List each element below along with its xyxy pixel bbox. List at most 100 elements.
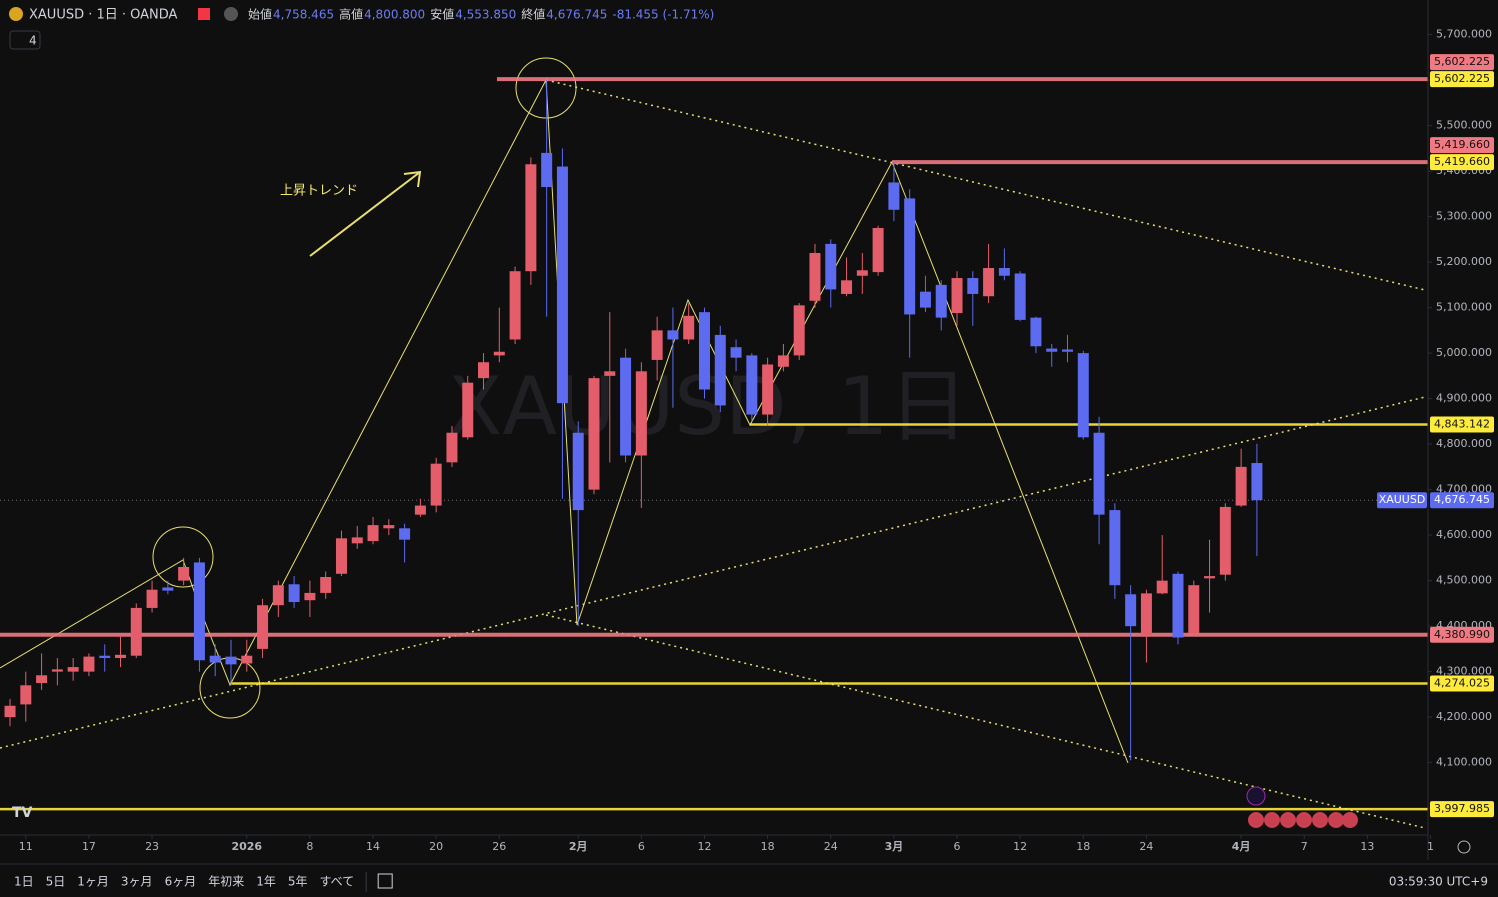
candle-body xyxy=(698,312,710,390)
candle-body xyxy=(935,284,947,318)
symbol-icon xyxy=(9,7,23,21)
candle-body xyxy=(51,669,63,672)
x-tick-label: 26 xyxy=(492,840,506,853)
candle-body xyxy=(841,280,853,294)
range-button[interactable]: 5日 xyxy=(46,875,66,889)
candle-body xyxy=(809,253,821,301)
candle-body xyxy=(462,382,474,438)
ohlc-label: 始値 xyxy=(248,7,272,22)
x-tick-label: 18 xyxy=(761,840,775,853)
candle-body xyxy=(20,685,32,705)
range-button[interactable]: すべて xyxy=(320,875,355,889)
ohlc-value: 4,758.465 xyxy=(273,8,334,22)
candle-body xyxy=(825,243,837,290)
ohlc-value: 4,676.745 xyxy=(546,8,607,22)
level-tag-label: 3,997.985 xyxy=(1434,802,1490,815)
candle-body xyxy=(667,330,679,340)
trend-line xyxy=(545,614,1426,829)
event-icon xyxy=(1328,812,1344,828)
symbol: XAUUSD · 1日 · OANDA xyxy=(29,8,178,23)
event-icon xyxy=(1246,786,1266,806)
y-tick-label: 4,100.000 xyxy=(1436,756,1492,769)
candle-body xyxy=(1046,348,1058,352)
candle-body xyxy=(1219,506,1231,575)
candle-body xyxy=(998,268,1010,276)
settings-icon[interactable] xyxy=(1457,840,1471,854)
event-icon xyxy=(1296,812,1312,828)
symbol-tag-label: XAUUSD xyxy=(1379,493,1426,506)
candle-body xyxy=(746,355,758,415)
plot xyxy=(0,77,1428,811)
candle-body xyxy=(304,592,316,601)
candle-body xyxy=(178,566,190,581)
event-icon xyxy=(1248,812,1264,828)
candle-body xyxy=(241,655,253,664)
candle-body xyxy=(1172,573,1184,638)
y-tick-label: 5,300.000 xyxy=(1436,210,1492,223)
y-tick-label: 4,600.000 xyxy=(1436,528,1492,541)
candle-body xyxy=(130,607,142,656)
range-button[interactable]: 年初来 xyxy=(208,875,244,889)
symbol-tag xyxy=(1377,492,1427,509)
y-tick-label: 5,200.000 xyxy=(1436,255,1492,268)
candle-body xyxy=(509,271,521,340)
logo: TV xyxy=(12,805,33,821)
x-tick-label: 2026 xyxy=(231,840,262,853)
candle-body xyxy=(67,667,79,672)
level-tag xyxy=(1430,626,1494,643)
candle-body xyxy=(162,587,174,591)
candle-body xyxy=(872,227,884,273)
x-tick-label: 1 xyxy=(1427,840,1434,853)
candle-body xyxy=(793,305,805,356)
candle-body xyxy=(288,584,300,603)
candle-body xyxy=(525,164,537,272)
candle-body xyxy=(335,538,347,574)
level-tag-label: 4,274.025 xyxy=(1434,676,1490,689)
compare-icon[interactable] xyxy=(377,873,393,889)
flag[interactable] xyxy=(198,8,210,20)
candle-body xyxy=(1140,593,1152,636)
x-tick-label: 2月 xyxy=(569,840,588,853)
candle-body xyxy=(714,334,726,406)
trend-line xyxy=(545,79,1426,291)
range-button[interactable]: 6ヶ月 xyxy=(165,875,197,889)
highlight-circle xyxy=(152,526,214,588)
candle-body xyxy=(1093,432,1105,515)
range-button[interactable]: 1年 xyxy=(256,875,276,889)
x-tick-label: 6 xyxy=(954,840,961,853)
x-tick-label: 18 xyxy=(1076,840,1090,853)
range-button[interactable]: 1日 xyxy=(14,875,34,889)
level-tag xyxy=(1430,54,1494,71)
x-tick-label: 23 xyxy=(145,840,159,853)
candle-body xyxy=(777,355,789,367)
y-tick-label: 5,500.000 xyxy=(1436,119,1492,132)
x-tick-label: 3月 xyxy=(885,840,904,853)
y-tick-label: 5,700.000 xyxy=(1436,28,1492,41)
candle-body xyxy=(904,198,916,315)
clock: 03:59:30 UTC+9 xyxy=(1389,875,1488,889)
indicator-toggle[interactable] xyxy=(9,30,41,50)
candle-body xyxy=(478,362,490,379)
y-tick-label: 5,000.000 xyxy=(1436,346,1492,359)
range-button[interactable]: 5年 xyxy=(288,875,308,889)
candle-body xyxy=(683,315,695,340)
highlight-circle xyxy=(515,57,577,119)
x-tick-label: 11 xyxy=(19,840,33,853)
range-button[interactable]: 3ヶ月 xyxy=(121,875,153,889)
event-icon xyxy=(1264,812,1280,828)
candle-body xyxy=(888,182,900,210)
event-icon xyxy=(1342,812,1358,828)
x-tick-label: 14 xyxy=(366,840,380,853)
candle-body xyxy=(651,330,663,360)
candle-body xyxy=(383,525,395,529)
level-tag-label: 5,602.225 xyxy=(1434,55,1490,68)
candle-body xyxy=(730,347,742,358)
candle-body xyxy=(762,364,774,415)
ohlc-label: 安値 xyxy=(430,7,454,22)
range-button[interactable]: 1ヶ月 xyxy=(77,875,109,889)
candle-body xyxy=(1235,466,1247,506)
ohlc-label: 高値 xyxy=(339,7,363,22)
level-tag-label: 4,380.990 xyxy=(1434,628,1490,641)
